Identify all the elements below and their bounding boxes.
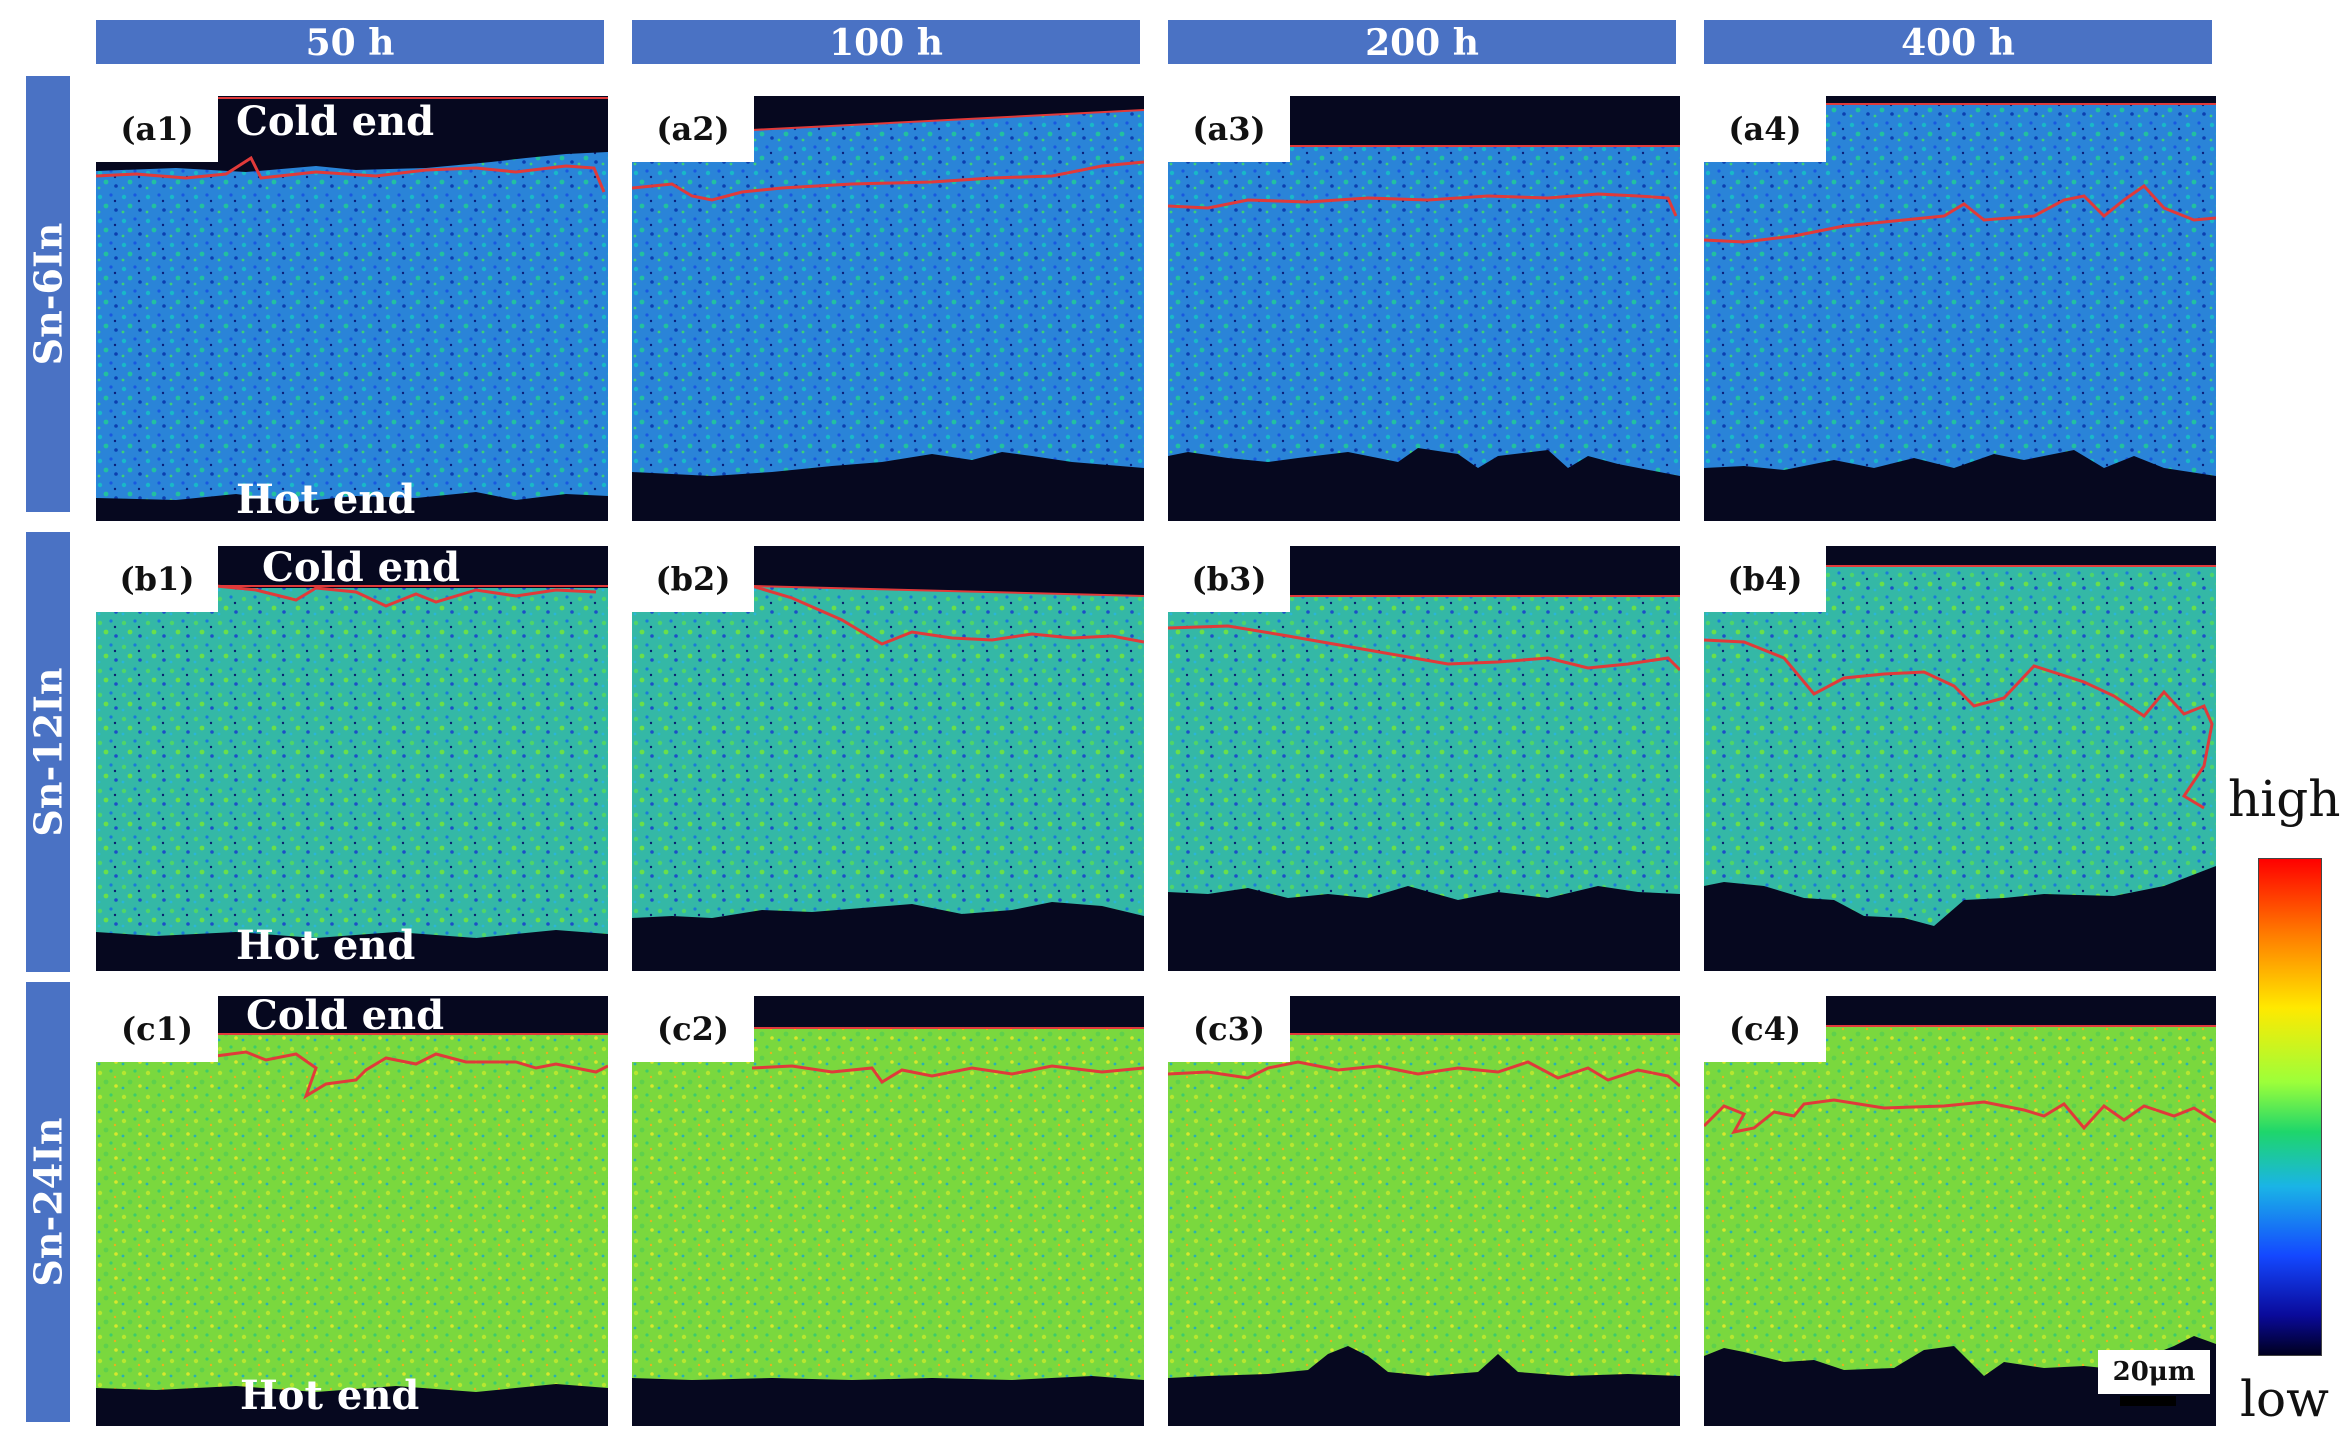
column-header-100h: 100 h bbox=[632, 20, 1140, 64]
scale-bar-label: 20μm bbox=[2098, 1350, 2210, 1394]
panel-b1: (b1) Cold end Hot end bbox=[96, 546, 608, 971]
row-header-label: Sn-12In bbox=[25, 667, 71, 837]
panel-a3: (a3) bbox=[1168, 96, 1680, 521]
panel-a4: (a4) bbox=[1704, 96, 2216, 521]
panel-label-a3: (a3) bbox=[1168, 96, 1290, 162]
row-header-sn-6in: Sn-6In bbox=[25, 76, 71, 512]
panel-label-c2: (c2) bbox=[632, 996, 754, 1062]
panel-label-a1: (a1) bbox=[96, 96, 218, 162]
colorbar-high-label: high bbox=[2228, 770, 2341, 828]
panel-label-b3: (b3) bbox=[1168, 546, 1290, 612]
hot-end-label: Hot end bbox=[240, 1372, 420, 1419]
eds-map-a1 bbox=[96, 97, 608, 502]
panel-a1: (a1) Cold end Hot end bbox=[96, 96, 608, 521]
hot-end-label: Hot end bbox=[236, 922, 416, 969]
panel-label-a2: (a2) bbox=[632, 96, 754, 162]
panel-c2: (c2) bbox=[632, 996, 1144, 1426]
cold-end-label: Cold end bbox=[262, 546, 461, 591]
eds-map-b1 bbox=[96, 584, 608, 938]
panel-c1: (c1) Cold end Hot end bbox=[96, 996, 608, 1426]
eds-map-a2 bbox=[632, 96, 1144, 476]
cold-end-label: Cold end bbox=[236, 98, 435, 145]
row-header-label: Sn-6In bbox=[25, 222, 71, 366]
panel-a2: (a2) bbox=[632, 96, 1144, 521]
panel-label-a4: (a4) bbox=[1704, 96, 1826, 162]
column-header-400h: 400 h bbox=[1704, 20, 2212, 64]
eds-map-a4 bbox=[1704, 103, 2216, 476]
panel-b3: (b3) bbox=[1168, 546, 1680, 971]
panel-label-c4: (c4) bbox=[1704, 996, 1826, 1062]
colorbar bbox=[2258, 858, 2322, 1356]
panel-c3: (c3) bbox=[1168, 996, 1680, 1426]
row-header-sn-24in: Sn-24In bbox=[25, 982, 71, 1422]
eds-map-b4 bbox=[1704, 565, 2216, 926]
eds-map-c3 bbox=[1168, 1033, 1680, 1378]
colorbar-low-label: low bbox=[2240, 1370, 2329, 1428]
panel-label-b1: (b1) bbox=[96, 546, 218, 612]
eds-map-b2 bbox=[632, 584, 1144, 918]
row-header-sn-12in: Sn-12In bbox=[25, 532, 71, 972]
eds-map-a3 bbox=[1168, 145, 1680, 476]
panel-label-c3: (c3) bbox=[1168, 996, 1290, 1062]
cold-end-label: Cold end bbox=[246, 996, 445, 1039]
panel-b2: (b2) bbox=[632, 546, 1144, 971]
panel-label-c1: (c1) bbox=[96, 996, 218, 1062]
eds-map-c1 bbox=[96, 1033, 608, 1392]
scale-bar bbox=[2120, 1396, 2176, 1406]
panel-b4: (b4) bbox=[1704, 546, 2216, 971]
row-header-label: Sn-24In bbox=[25, 1117, 71, 1287]
eds-map-c2 bbox=[632, 996, 1144, 1380]
panel-c4: (c4) bbox=[1704, 996, 2216, 1426]
hot-end-label: Hot end bbox=[236, 476, 416, 521]
eds-map-b3 bbox=[1168, 595, 1680, 900]
column-header-50h: 50 h bbox=[96, 20, 604, 64]
eds-map-c4 bbox=[1704, 1025, 2216, 1376]
column-header-200h: 200 h bbox=[1168, 20, 1676, 64]
panel-label-b4: (b4) bbox=[1704, 546, 1826, 612]
panel-label-b2: (b2) bbox=[632, 546, 754, 612]
